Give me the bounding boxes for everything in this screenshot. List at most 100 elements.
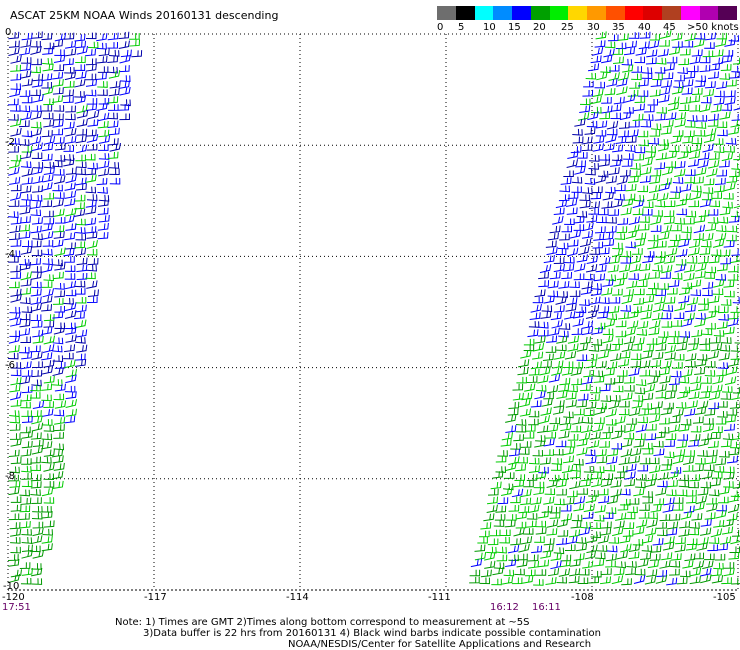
wind-barb [683, 505, 695, 514]
wind-barb [647, 375, 659, 385]
wind-barb [512, 392, 524, 401]
wind-barb [615, 561, 627, 569]
wind-barb [30, 392, 41, 399]
wind-barb [581, 473, 593, 482]
wind-barb [10, 362, 22, 369]
wind-barb [606, 120, 619, 130]
wind-barb [19, 231, 31, 239]
wind-barb [9, 281, 20, 289]
wind-barb [699, 247, 711, 255]
wind-barb [707, 113, 719, 122]
wind-barb [668, 423, 681, 433]
wind-barb [674, 544, 686, 553]
wind-barb [703, 418, 714, 425]
wind-barb [702, 143, 714, 153]
wind-barb [681, 87, 693, 95]
wind-barb [118, 65, 130, 73]
wind-barb [76, 264, 88, 273]
wind-barb [569, 480, 581, 490]
wind-barb [543, 449, 554, 456]
wind-barb [675, 537, 686, 545]
wind-barb [9, 88, 21, 98]
wind-barb [613, 471, 625, 479]
wind-barb [652, 351, 664, 360]
wind-barb [43, 401, 54, 409]
wind-barb [598, 247, 610, 255]
wind-barb [20, 448, 32, 457]
wind-barb [558, 330, 569, 338]
wind-barb [677, 67, 688, 75]
wind-barb [580, 521, 592, 529]
wind-barb [634, 96, 646, 103]
wind-barb [655, 574, 668, 584]
wind-barb [589, 431, 601, 440]
wind-barb [483, 513, 495, 522]
wind-barb [582, 560, 594, 569]
wind-barb [30, 345, 41, 353]
wind-barb [677, 434, 688, 441]
wind-barb [713, 278, 725, 288]
wind-barb [702, 232, 714, 242]
wind-barb [599, 112, 611, 120]
wind-barb [75, 227, 86, 234]
wind-barb [641, 545, 653, 552]
wind-barb [559, 417, 571, 426]
wind-barb [75, 336, 86, 344]
wind-barb [30, 89, 41, 97]
wind-barb [591, 478, 603, 488]
wind-barb [731, 529, 740, 537]
wind-barb [648, 457, 660, 465]
wind-barb [700, 567, 712, 577]
wind-barb [713, 97, 725, 106]
wind-barb [520, 349, 532, 359]
wind-barb [595, 129, 607, 137]
wind-barb [713, 519, 725, 528]
wind-barb [602, 334, 614, 344]
wind-barb [642, 255, 654, 264]
wind-barb [86, 194, 98, 201]
wind-barb [657, 142, 670, 152]
wind-barb [689, 95, 701, 103]
wind-barb [603, 238, 615, 247]
wind-barb [20, 185, 32, 194]
wind-barb [561, 464, 574, 474]
wind-barb [97, 186, 108, 194]
wind-barb [20, 63, 32, 72]
wind-barb [10, 369, 22, 377]
wind-barb [64, 265, 76, 272]
wind-barb [632, 395, 644, 402]
wind-barb [63, 80, 75, 88]
wind-barb [528, 368, 540, 376]
wind-barb [21, 537, 33, 544]
wind-barb [702, 289, 713, 297]
wind-barb [579, 238, 592, 248]
wind-barb [578, 568, 590, 576]
wind-barb [572, 416, 584, 425]
wind-barb [65, 167, 77, 175]
wind-barb [530, 361, 542, 370]
wind-barb [581, 320, 594, 329]
wind-barb [688, 200, 699, 208]
wind-barb [9, 330, 20, 337]
wind-barb [675, 258, 687, 266]
wind-barb [625, 463, 637, 472]
wind-barb [522, 575, 534, 584]
lon-label-120w: -120 [2, 592, 25, 603]
wind-barb [76, 45, 89, 55]
wind-barb [30, 111, 43, 120]
wind-barb [593, 514, 605, 522]
wind-barb [501, 432, 513, 441]
wind-barb [30, 209, 42, 217]
wind-barb [657, 48, 669, 57]
wind-barb [591, 283, 602, 291]
wind-barb [74, 78, 86, 88]
wind-barb [53, 225, 65, 233]
wind-barb [721, 337, 732, 344]
wind-barb [702, 50, 714, 58]
wind-barb [10, 73, 22, 81]
wind-barb [594, 405, 607, 415]
wind-barb [722, 433, 734, 441]
wind-barb [505, 462, 517, 472]
wind-barb [620, 498, 631, 506]
wind-barb [625, 230, 638, 240]
